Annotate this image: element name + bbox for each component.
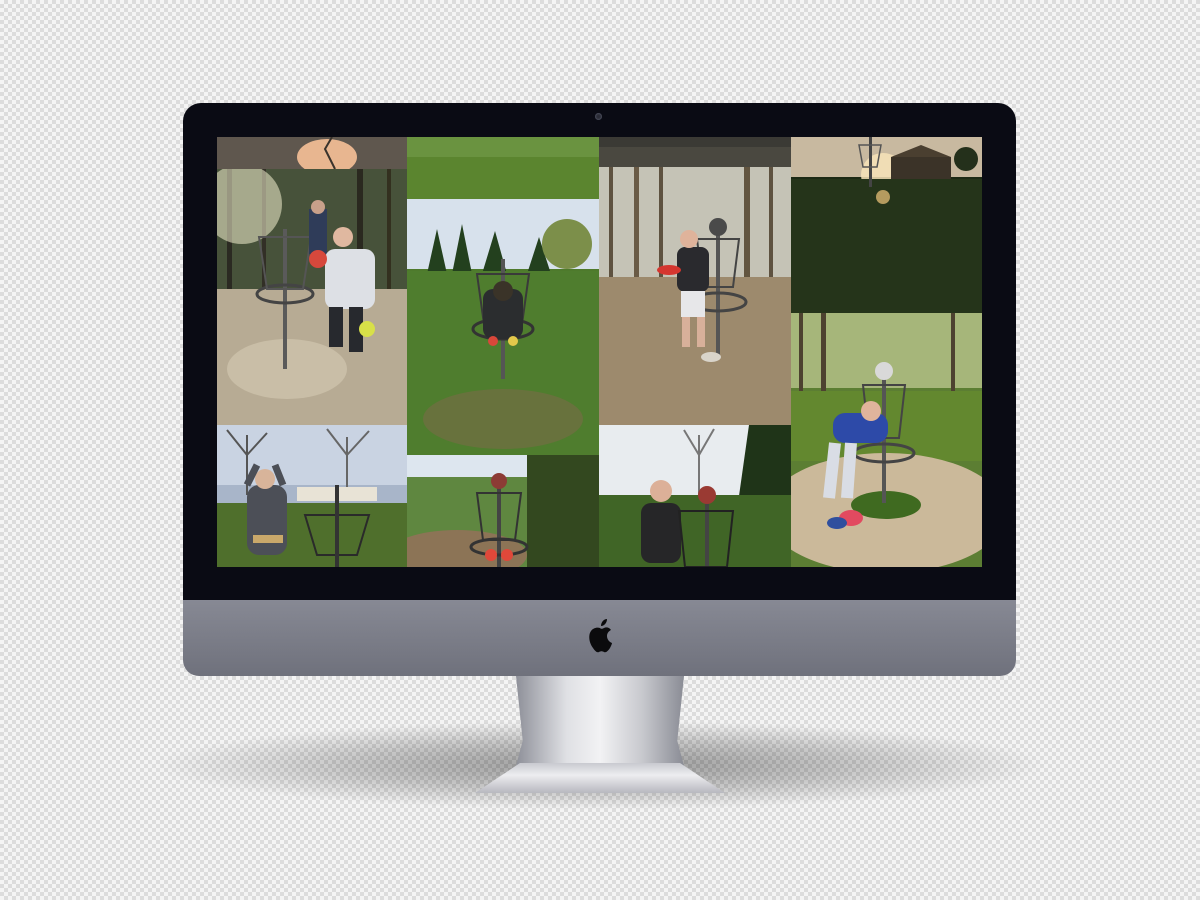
monitor-bezel [183,103,1016,600]
photo-tile-8[interactable] [791,313,982,567]
photo-tile-5[interactable] [217,425,407,567]
photo-tile-strip-soil [599,137,791,167]
monitor-stand-neck [516,676,684,766]
photo-tile-strip-ground [217,137,407,169]
photo-tile-1[interactable] [217,169,407,425]
camera-icon [595,113,602,120]
apple-icon [589,619,612,653]
monitor-screen [217,137,982,567]
photo-tile-2[interactable] [407,199,599,455]
photo-tile-3[interactable] [599,167,791,425]
monitor-stand-foot [475,763,725,793]
monitor-chin [183,600,1016,676]
photo-tile-6[interactable] [407,455,599,567]
photo-tile-4[interactable] [791,137,982,313]
imac-monitor [183,103,1016,793]
photo-tile-7[interactable] [599,425,791,567]
photo-tile-strip-grass [407,137,599,199]
